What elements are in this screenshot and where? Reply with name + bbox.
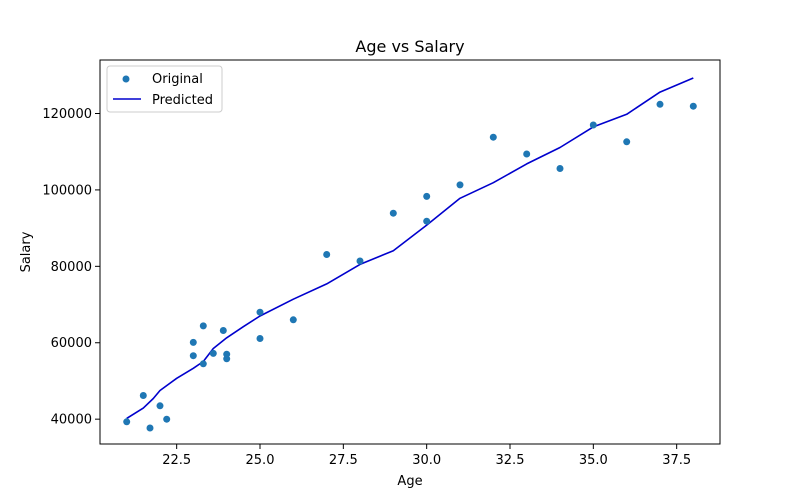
data-point	[199, 360, 207, 368]
x-tick-label: 22.5	[162, 453, 191, 468]
y-tick-label: 80000	[51, 260, 92, 275]
data-point	[656, 100, 664, 108]
data-point	[163, 415, 171, 423]
data-point	[199, 322, 207, 330]
y-axis-ticks: 40000 60000 80000 100000 120000	[42, 107, 100, 428]
x-tick-label: 37.5	[662, 453, 691, 468]
y-axis-label: Salary	[19, 231, 34, 272]
y-tick-label: 120000	[42, 107, 92, 122]
data-point	[423, 192, 431, 200]
legend: Original Predicted	[106, 65, 223, 113]
data-point	[189, 352, 197, 360]
x-tick-label: 35.0	[579, 453, 608, 468]
data-point	[189, 338, 197, 346]
x-tick-label: 30.0	[412, 453, 441, 468]
axes-frame	[99, 59, 721, 445]
plot-area	[99, 59, 721, 445]
data-point	[123, 418, 131, 426]
legend-box	[106, 65, 223, 113]
y-tick-label: 100000	[42, 183, 92, 198]
data-point	[556, 165, 564, 172]
data-point	[146, 424, 154, 432]
predicted-line	[126, 77, 694, 420]
data-point	[423, 217, 431, 225]
original-points-layer	[123, 100, 697, 432]
data-point	[489, 133, 497, 141]
data-point	[219, 327, 227, 334]
x-axis-ticks: 22.5 25.0 27.5 30.0 32.5 35.0 37.5	[162, 444, 691, 468]
data-point	[356, 257, 364, 265]
x-tick-label: 25.0	[246, 453, 275, 468]
data-point	[689, 102, 697, 110]
x-tick-label: 27.5	[329, 453, 358, 468]
predicted-line-layer	[126, 77, 694, 420]
data-point	[156, 402, 164, 410]
chart-title: Age vs Salary	[355, 37, 464, 56]
data-point	[523, 150, 531, 158]
y-tick-label: 60000	[51, 336, 92, 351]
data-point	[256, 308, 264, 316]
data-point	[223, 350, 231, 358]
x-axis-label: Age	[397, 474, 422, 489]
data-point	[589, 121, 597, 129]
data-point	[623, 138, 631, 146]
data-point	[456, 181, 464, 189]
legend-original-marker	[122, 75, 130, 83]
legend-predicted-label: Predicted	[152, 93, 213, 108]
legend-original-label: Original	[152, 72, 203, 87]
data-point	[323, 251, 331, 258]
y-tick-label: 40000	[51, 413, 92, 428]
data-point	[209, 349, 217, 357]
data-point	[389, 209, 397, 217]
data-point	[139, 392, 147, 399]
data-point	[256, 335, 264, 342]
x-tick-label: 32.5	[496, 453, 525, 468]
data-point	[289, 316, 297, 324]
